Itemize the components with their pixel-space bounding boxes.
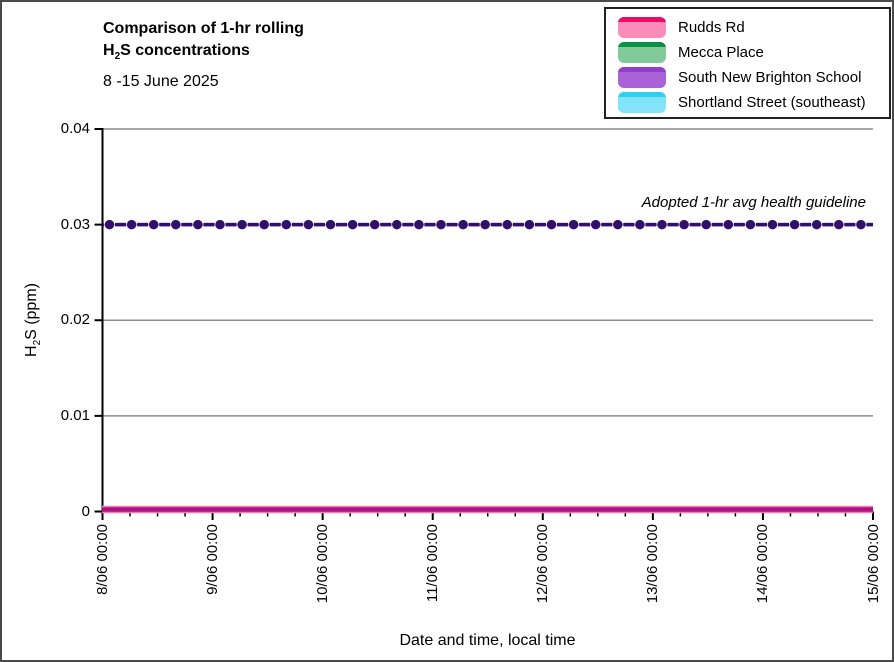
legend-label-2: South New Brighton School [678,69,862,86]
guideline-marker [856,219,866,230]
guideline-marker [701,219,711,230]
guideline-marker [657,219,667,230]
guideline-marker [812,219,822,230]
guideline-marker [635,219,645,230]
guideline-marker [237,219,247,230]
x-tick-label-7: 15/06 00:00 [864,524,882,604]
x-tick-label-1: 9/06 00:00 [204,524,222,595]
chart-title: Comparison of 1-hr rolling H2S concentra… [103,18,304,62]
guideline-marker [414,219,424,230]
legend-item-0: Rudds Rd [618,15,889,40]
guideline-marker [834,219,844,230]
guideline-marker [568,219,579,230]
guideline-marker [392,219,402,230]
guideline-marker [767,219,778,230]
legend-item-2: South New Brighton School [618,65,889,90]
legend-swatch-line-3 [618,92,666,97]
legend: Rudds Rd Mecca Place South New Brighton Sc… [604,7,891,119]
guideline-marker [480,219,490,230]
title-sub: 2 [114,51,121,63]
legend-item-3: Shortland Street (southeast) [618,90,889,115]
legend-swatch-2 [618,67,666,88]
guideline-marker [591,219,601,230]
x-tick-label-6: 14/06 00:00 [754,524,772,604]
guideline-marker [325,219,336,230]
x-axis-title: Date and time, local time [399,632,576,649]
ylabel-sub: 2 [32,339,44,346]
guideline-marker [104,219,115,230]
legend-swatch-3 [618,92,666,113]
guideline-marker [171,219,181,230]
legend-swatch-line-2 [618,67,666,72]
guideline-annotation: Adopted 1-hr avg health guideline [641,194,866,211]
legend-swatch-line-0 [618,17,666,22]
y-tick-label-0.04: 0.04 [60,120,90,137]
guideline-marker [347,219,358,230]
guideline-marker [745,219,756,230]
guideline-marker [679,219,689,230]
legend-label-0: Rudds Rd [678,19,745,36]
guideline-marker [458,219,468,230]
title-rest: S concentrations [120,42,250,59]
guideline-marker [546,219,557,230]
guideline-marker [303,219,314,230]
guideline-marker [789,219,800,230]
guideline-marker [126,219,137,230]
guideline-marker [524,219,535,230]
guideline-marker [370,219,380,230]
chart-title-line1: Comparison of 1-hr rolling [103,20,304,37]
legend-label-1: Mecca Place [678,44,764,61]
chart-subtitle: 8 -15 June 2025 [103,73,219,90]
title-h: H [103,42,115,59]
x-tick-label-4: 12/06 00:00 [534,524,552,604]
legend-swatch-line-1 [618,42,666,47]
guideline-marker [193,219,203,230]
ylabel-h: H [23,345,40,357]
guideline-marker [149,219,159,230]
guideline-marker [215,219,225,230]
x-tick-label-3: 11/06 00:00 [424,524,442,603]
x-tick-label-0: 8/06 00:00 [94,524,111,595]
guideline-marker [281,219,291,230]
x-tick-label-2: 10/06 00:00 [314,524,332,604]
legend-item-1: Mecca Place [618,40,889,65]
y-tick-label-0.03: 0.03 [60,215,90,233]
guideline-marker [259,219,269,230]
chart-title-line2: H2S concentrations [103,40,304,62]
guideline-marker [502,219,512,230]
y-tick-label-0.02: 0.02 [60,311,90,329]
guideline-marker [436,219,446,230]
x-tick-label-5: 13/06 00:00 [644,524,662,604]
y-tick-label-0.01: 0.01 [60,406,90,424]
legend-label-3: Shortland Street (southeast) [678,94,866,111]
legend-swatch-1 [618,42,666,63]
guideline-marker [723,219,733,230]
guideline-marker [613,219,623,230]
legend-swatch-0 [618,17,666,38]
y-tick-label-0: 0 [81,502,90,520]
